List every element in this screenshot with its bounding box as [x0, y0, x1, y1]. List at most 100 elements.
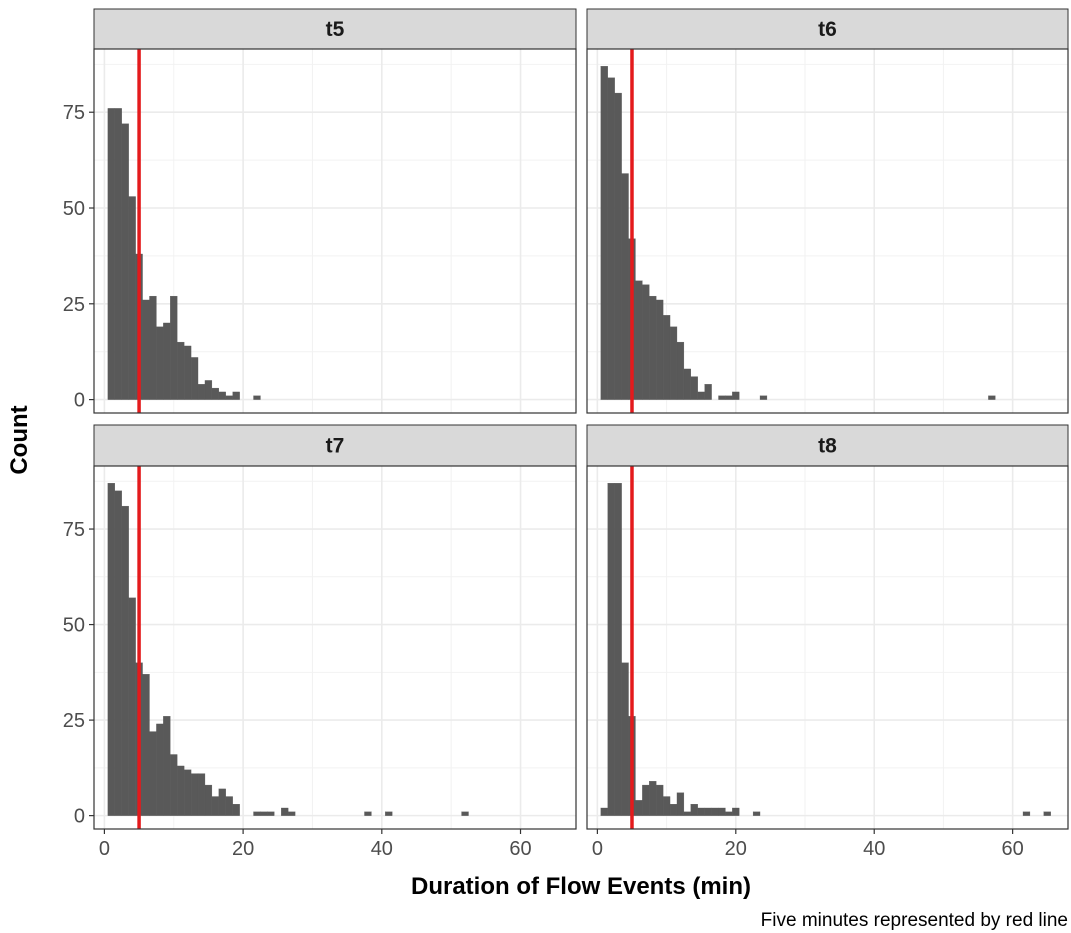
panel-border [93, 48, 577, 414]
histogram-bar [752, 811, 761, 816]
histogram-bar [114, 490, 122, 816]
histogram-bar [732, 391, 740, 400]
histogram-bar [170, 295, 178, 400]
y-tick-label: 0 [74, 390, 85, 412]
histogram-bar [163, 716, 171, 816]
histogram-bar [218, 788, 226, 816]
facet-strip [93, 424, 577, 467]
histogram-bar [225, 796, 233, 816]
histogram-bar [662, 796, 671, 816]
histogram-bar [607, 77, 615, 400]
histogram-bar [128, 597, 136, 816]
histogram-bar [669, 804, 678, 816]
x-tick-label: 40 [371, 838, 393, 860]
histogram-bar [142, 674, 150, 816]
panel-border [93, 465, 577, 830]
histogram-bar [662, 315, 671, 400]
histogram-bar [114, 108, 122, 400]
histogram-bar [107, 108, 115, 400]
histogram-bar [732, 807, 740, 816]
histogram-bar [184, 345, 192, 400]
panel-background [587, 466, 1068, 829]
x-tick-label: 60 [1002, 838, 1024, 860]
histogram-bars [600, 66, 996, 400]
y-tick-label: 0 [74, 806, 85, 828]
histogram-bar [725, 395, 733, 400]
histogram-bar [656, 784, 664, 816]
histogram-bar [281, 807, 289, 816]
histogram-bar [204, 784, 213, 816]
histogram-bar [149, 731, 157, 816]
histogram-bar [642, 284, 650, 400]
histogram-bar [128, 196, 136, 400]
histogram-bar [614, 92, 622, 400]
facet-panel-t7: t7 0 25 50 75 0 20 40 60 [63, 424, 577, 860]
histogram-bar [656, 299, 664, 400]
facet-strip [586, 8, 1069, 50]
histogram-bar [385, 811, 393, 816]
histogram-bar [211, 796, 219, 816]
facet-panel-t8: t8 0 20 40 60 [586, 424, 1069, 860]
histogram-bar [156, 723, 164, 816]
histogram-bar [614, 483, 622, 816]
histogram-bar [461, 811, 469, 816]
histogram-bar [170, 754, 178, 816]
histogram-bar [225, 395, 233, 400]
y-tick-label: 75 [63, 102, 85, 124]
histogram-bar [288, 811, 296, 816]
panel-border [586, 48, 1069, 414]
y-tick-label: 25 [63, 710, 85, 732]
histogram-bar [635, 280, 643, 400]
histogram-bar [253, 395, 261, 400]
histogram-bar [211, 387, 219, 400]
gridlines [94, 49, 576, 413]
histogram-bar [711, 807, 719, 816]
histogram-bar [364, 811, 372, 816]
facet-strip [93, 8, 577, 50]
histogram-bar [635, 800, 643, 816]
x-tick-label: 40 [863, 838, 885, 860]
histogram-bar [704, 807, 712, 816]
histogram-bar [190, 773, 199, 816]
histogram-bar [607, 483, 615, 816]
histogram-bars [600, 483, 1051, 816]
histogram-bar [267, 811, 275, 816]
histogram-bar [621, 662, 629, 816]
histogram-bar [697, 391, 705, 400]
facet-strip-label: t7 [326, 435, 345, 458]
histogram-bar [197, 384, 206, 400]
histogram-bar [690, 376, 698, 400]
chart-caption: Five minutes represented by red line [761, 910, 1068, 931]
y-tick-label: 50 [63, 198, 85, 220]
facet-strip [586, 424, 1069, 467]
histogram-bar [232, 804, 240, 816]
histogram-bar [718, 395, 726, 400]
histogram-bar [177, 341, 185, 400]
facet-strip-label: t8 [818, 435, 837, 458]
histogram-bar [142, 299, 150, 400]
x-tick-label: 60 [509, 838, 531, 860]
histogram-bar [156, 326, 164, 400]
histogram-bar [676, 341, 685, 400]
histogram-bar [260, 811, 268, 816]
histogram-bar [190, 357, 199, 400]
histogram-bar [1022, 811, 1031, 816]
facet-strip-label: t6 [818, 18, 837, 41]
y-tick-label: 25 [63, 294, 85, 316]
facet-panels: t5 0 25 50 75 t6 t7 0 25 50 75 0 20 40 60 t8 0 20 40 60 [63, 8, 1069, 860]
histogram-bar [683, 811, 691, 816]
histogram-bar [718, 807, 726, 816]
histogram-bar [232, 391, 240, 400]
histogram-bar [163, 322, 171, 400]
x-axis-title: Duration of Flow Events (min) [411, 873, 751, 900]
histogram-bar [690, 804, 698, 816]
histogram-bar [600, 807, 608, 816]
histogram-bar [621, 173, 629, 400]
y-tick-label: 50 [63, 615, 85, 637]
facet-panel-t6: t6 [586, 8, 1069, 414]
x-tick-label: 0 [99, 838, 110, 860]
histogram-bar [149, 295, 157, 400]
histogram-bar [184, 769, 192, 816]
histogram-bar [697, 807, 705, 816]
